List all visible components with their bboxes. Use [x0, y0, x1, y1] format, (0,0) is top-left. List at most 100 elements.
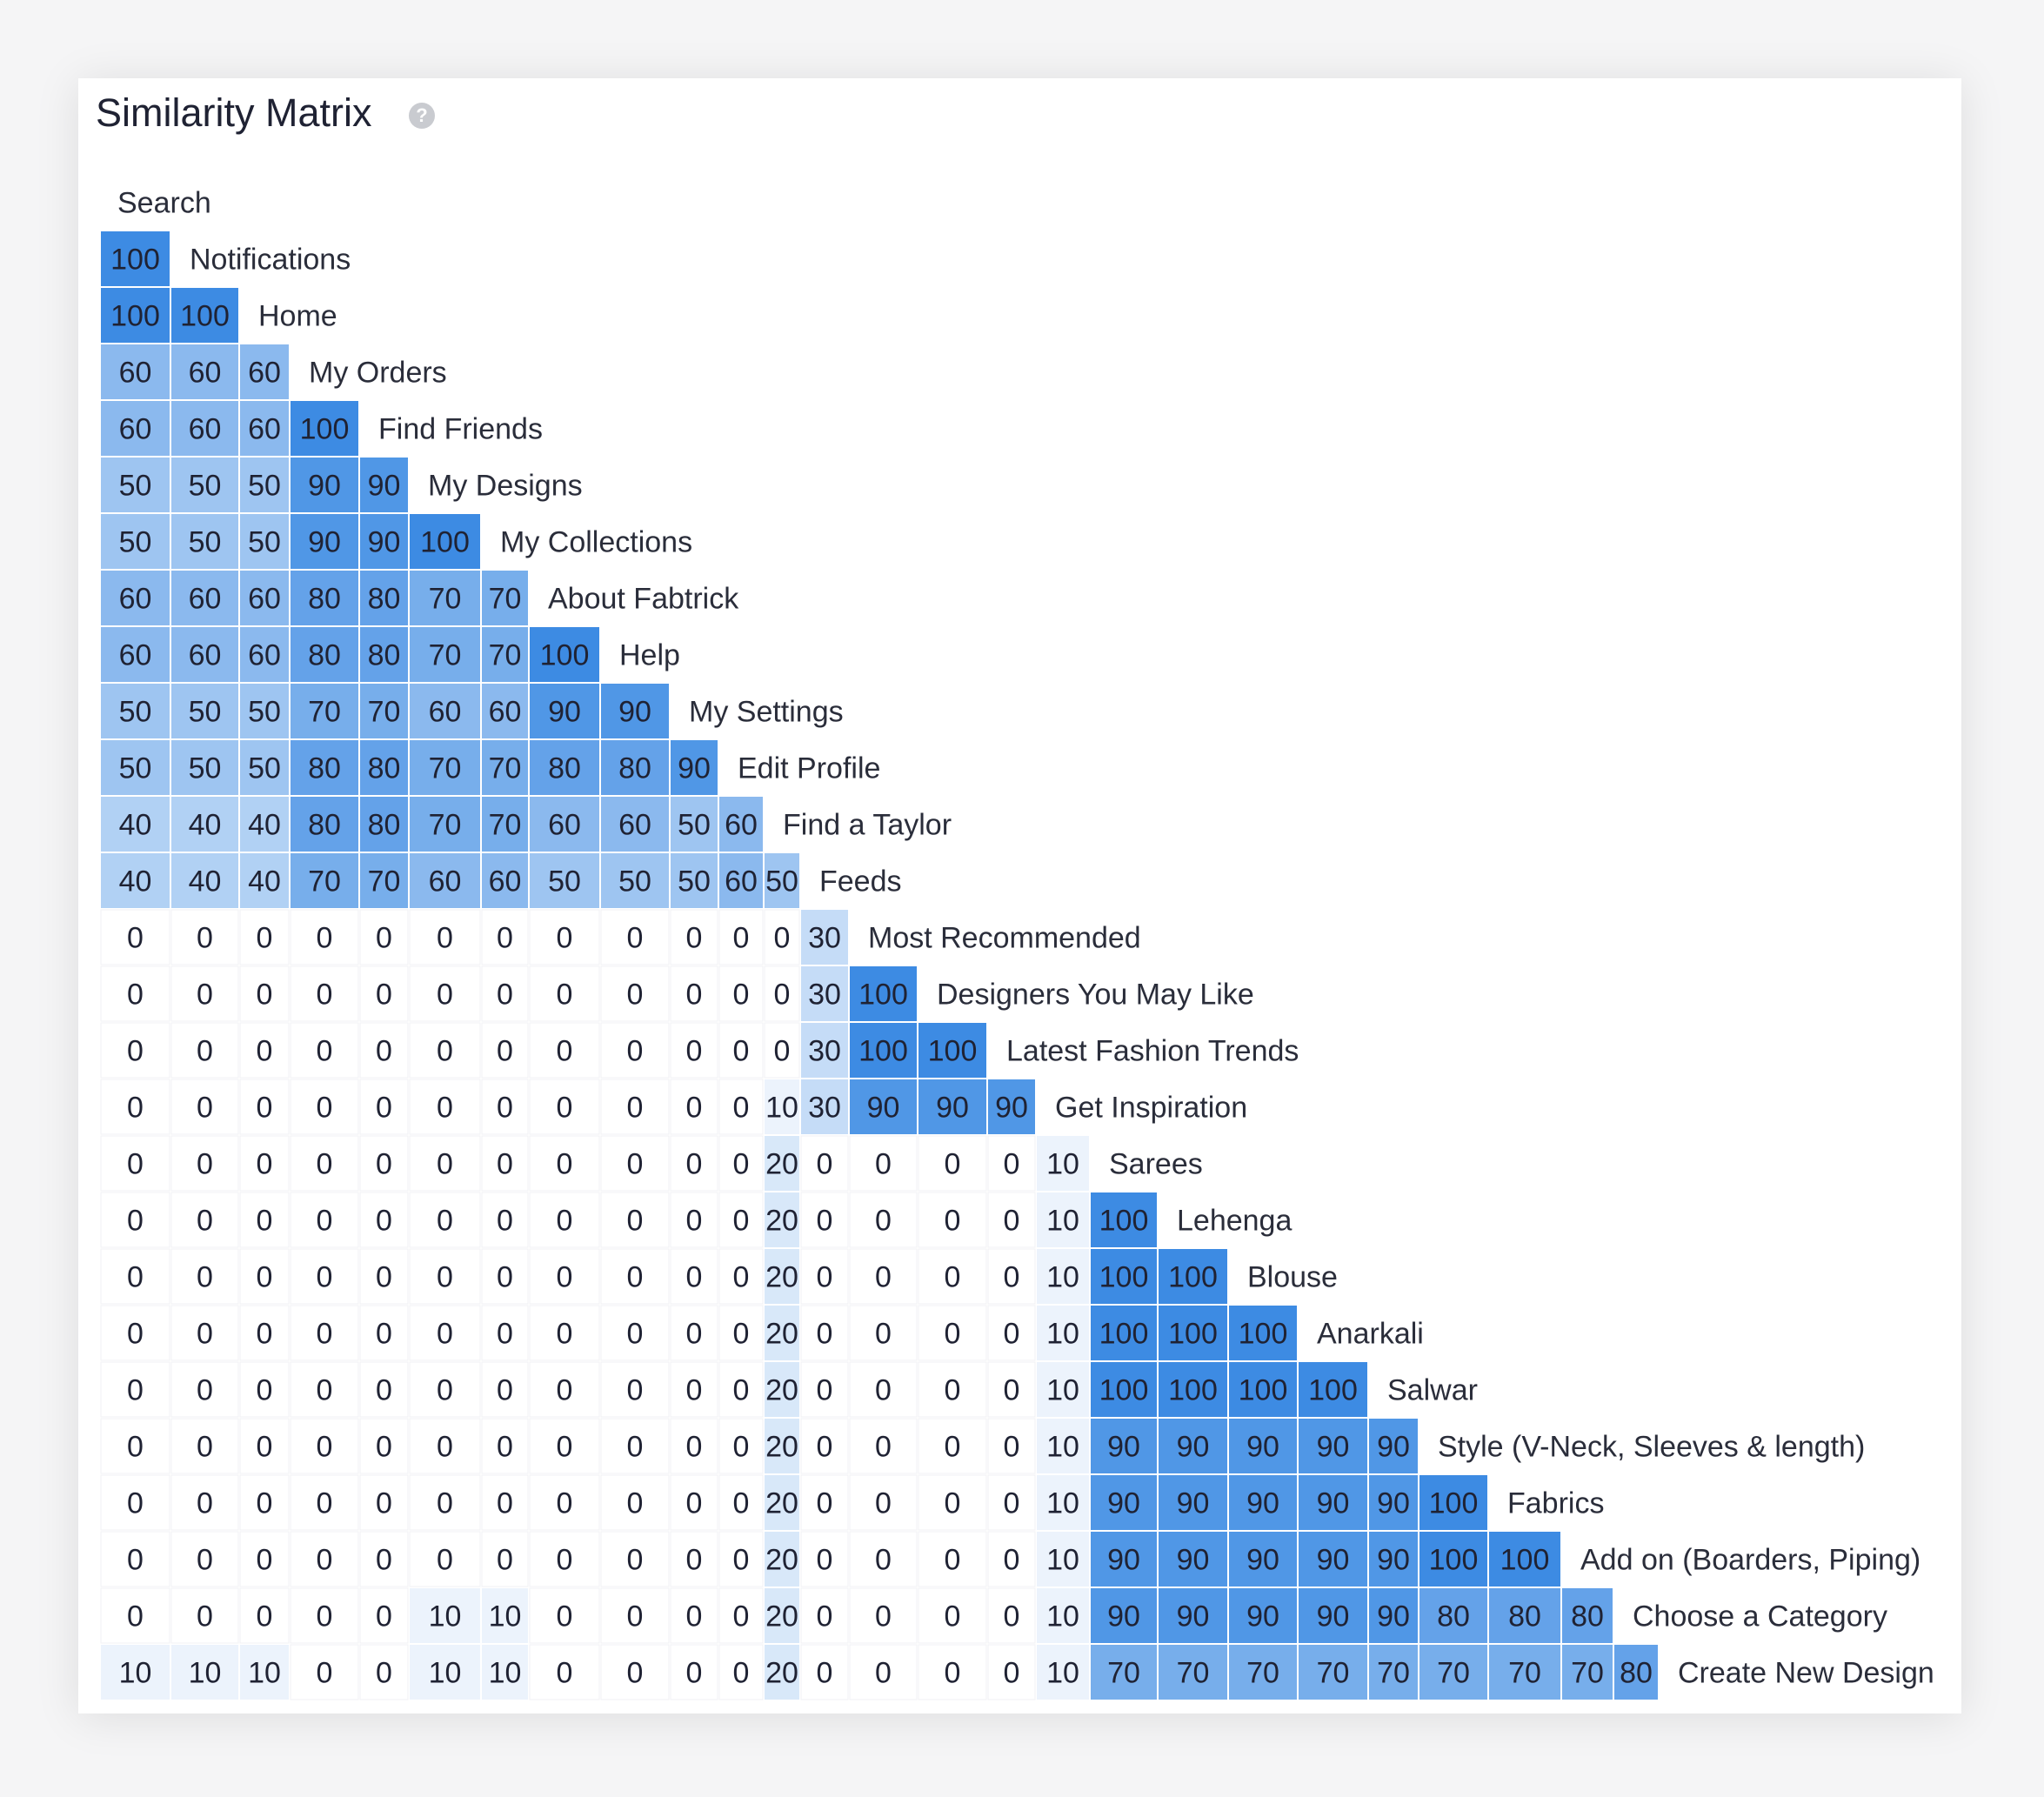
matrix-cell[interactable]	[670, 965, 718, 1022]
matrix-cell[interactable]	[529, 1361, 600, 1418]
matrix-cell[interactable]	[670, 1305, 718, 1361]
matrix-cell[interactable]	[100, 1418, 170, 1474]
matrix-cell[interactable]	[600, 1022, 670, 1079]
matrix-cell[interactable]	[101, 627, 170, 682]
matrix-cell[interactable]	[600, 1248, 670, 1305]
matrix-cell[interactable]	[918, 1023, 986, 1078]
matrix-cell[interactable]	[718, 1474, 764, 1531]
matrix-cell[interactable]	[987, 1531, 1036, 1587]
matrix-cell[interactable]	[1369, 1419, 1418, 1473]
matrix-cell[interactable]	[849, 1135, 918, 1192]
matrix-cell[interactable]	[170, 1135, 239, 1192]
matrix-cell[interactable]	[1159, 1419, 1227, 1473]
matrix-cell[interactable]	[849, 1305, 918, 1361]
matrix-cell[interactable]	[101, 458, 170, 512]
matrix-cell[interactable]	[240, 344, 289, 399]
matrix-cell[interactable]	[481, 909, 529, 965]
matrix-cell[interactable]	[240, 740, 289, 795]
matrix-cell[interactable]	[529, 1248, 600, 1305]
matrix-cell[interactable]	[481, 1192, 529, 1248]
matrix-cell[interactable]	[601, 684, 669, 738]
matrix-cell[interactable]	[1489, 1645, 1560, 1700]
matrix-cell[interactable]	[360, 458, 408, 512]
matrix-cell[interactable]	[1229, 1306, 1297, 1360]
matrix-cell[interactable]	[670, 1474, 718, 1531]
matrix-cell[interactable]	[291, 740, 358, 795]
matrix-cell[interactable]	[800, 1418, 849, 1474]
matrix-cell[interactable]	[1229, 1475, 1297, 1530]
matrix-cell[interactable]	[1037, 1475, 1089, 1530]
matrix-cell[interactable]	[670, 1192, 718, 1248]
matrix-cell[interactable]	[1037, 1532, 1089, 1587]
matrix-cell[interactable]	[1159, 1588, 1227, 1643]
matrix-cell[interactable]	[600, 1418, 670, 1474]
matrix-cell[interactable]	[409, 1361, 481, 1418]
matrix-cell[interactable]	[1419, 1475, 1487, 1530]
matrix-cell[interactable]	[987, 1587, 1036, 1644]
matrix-cell[interactable]	[764, 1022, 800, 1079]
matrix-cell[interactable]	[482, 684, 528, 738]
matrix-cell[interactable]	[600, 1644, 670, 1700]
matrix-cell[interactable]	[1229, 1645, 1297, 1700]
matrix-cell[interactable]	[239, 1022, 290, 1079]
matrix-cell[interactable]	[1159, 1362, 1227, 1417]
matrix-cell[interactable]	[800, 1192, 849, 1248]
matrix-cell[interactable]	[765, 1475, 799, 1530]
matrix-cell[interactable]	[170, 1248, 239, 1305]
matrix-cell[interactable]	[600, 1531, 670, 1587]
matrix-cell[interactable]	[800, 1361, 849, 1418]
matrix-cell[interactable]	[171, 853, 238, 908]
matrix-cell[interactable]	[718, 965, 764, 1022]
matrix-cell[interactable]	[718, 1022, 764, 1079]
matrix-cell[interactable]	[529, 1644, 600, 1700]
matrix-cell[interactable]	[240, 684, 289, 738]
matrix-cell[interactable]	[291, 627, 358, 682]
matrix-cell[interactable]	[1037, 1588, 1089, 1643]
matrix-cell[interactable]	[171, 401, 238, 456]
matrix-cell[interactable]	[359, 1192, 409, 1248]
matrix-cell[interactable]	[481, 1079, 529, 1135]
matrix-cell[interactable]	[100, 1079, 170, 1135]
matrix-cell[interactable]	[1229, 1362, 1297, 1417]
matrix-cell[interactable]	[240, 853, 289, 908]
matrix-cell[interactable]	[409, 965, 481, 1022]
matrix-cell[interactable]	[718, 1248, 764, 1305]
matrix-cell[interactable]	[1369, 1532, 1418, 1587]
matrix-cell[interactable]	[670, 1361, 718, 1418]
matrix-cell[interactable]	[291, 401, 358, 456]
matrix-cell[interactable]	[171, 797, 238, 852]
matrix-cell[interactable]	[718, 909, 764, 965]
matrix-cell[interactable]	[101, 853, 170, 908]
matrix-cell[interactable]	[918, 1305, 987, 1361]
matrix-cell[interactable]	[410, 514, 480, 569]
matrix-cell[interactable]	[987, 1192, 1036, 1248]
matrix-cell[interactable]	[1037, 1419, 1089, 1473]
matrix-cell[interactable]	[1419, 1532, 1487, 1587]
matrix-cell[interactable]	[240, 458, 289, 512]
matrix-cell[interactable]	[171, 571, 238, 625]
matrix-cell[interactable]	[918, 1644, 987, 1700]
matrix-cell[interactable]	[765, 853, 799, 908]
matrix-cell[interactable]	[410, 797, 480, 852]
matrix-cell[interactable]	[1159, 1306, 1227, 1360]
matrix-cell[interactable]	[481, 1531, 529, 1587]
matrix-cell[interactable]	[409, 1135, 481, 1192]
matrix-cell[interactable]	[800, 1644, 849, 1700]
matrix-cell[interactable]	[987, 1418, 1036, 1474]
matrix-cell[interactable]	[529, 1192, 600, 1248]
matrix-cell[interactable]	[801, 1079, 848, 1134]
matrix-cell[interactable]	[1091, 1588, 1157, 1643]
matrix-cell[interactable]	[100, 1531, 170, 1587]
matrix-cell[interactable]	[290, 965, 359, 1022]
matrix-cell[interactable]	[360, 514, 408, 569]
matrix-cell[interactable]	[850, 1079, 917, 1134]
matrix-cell[interactable]	[987, 1305, 1036, 1361]
matrix-cell[interactable]	[1299, 1419, 1367, 1473]
matrix-cell[interactable]	[100, 1192, 170, 1248]
matrix-cell[interactable]	[849, 1531, 918, 1587]
matrix-cell[interactable]	[719, 797, 763, 852]
matrix-cell[interactable]	[240, 571, 289, 625]
matrix-cell[interactable]	[849, 1418, 918, 1474]
matrix-cell[interactable]	[987, 1135, 1036, 1192]
matrix-cell[interactable]	[171, 627, 238, 682]
